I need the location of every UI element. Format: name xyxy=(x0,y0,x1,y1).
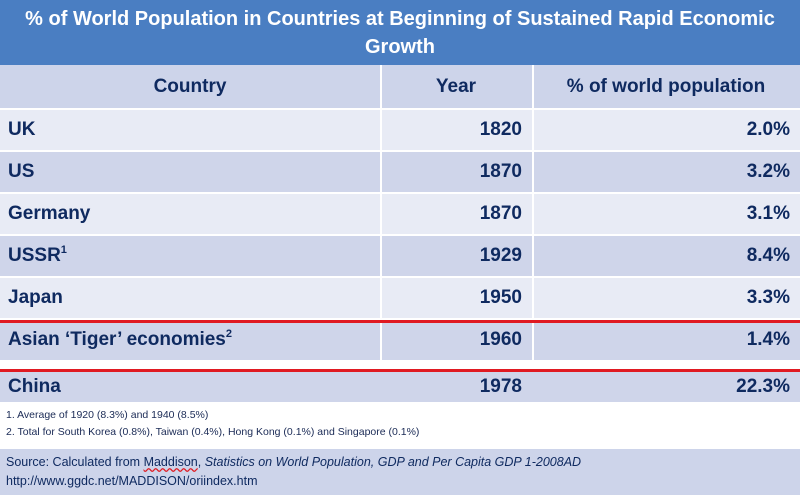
table-title: % of World Population in Countries at Be… xyxy=(0,0,800,65)
column-divider xyxy=(532,65,534,372)
country-name: Germany xyxy=(8,203,91,224)
country-name: Japan xyxy=(8,287,63,308)
cell-year: 1950 xyxy=(479,287,522,308)
cell-pct: 3.1% xyxy=(746,203,790,224)
footnote-marker: 2 xyxy=(225,328,233,340)
source-work: Statistics on World Population, GDP and … xyxy=(204,455,582,469)
country-name: US xyxy=(8,161,35,182)
cell-year: 1929 xyxy=(479,245,522,266)
cell-country: USSR 1 xyxy=(0,236,380,276)
column-divider xyxy=(380,65,382,372)
cell-country: China xyxy=(8,376,61,397)
table-row: UK 1820 2.0% xyxy=(0,110,800,152)
source-line: Source: Calculated from Maddison, Statis… xyxy=(6,453,794,472)
cell-pct: 3.3% xyxy=(746,287,790,308)
table-header-row: Country Year % of world population xyxy=(0,65,800,110)
cell-year: 1960 xyxy=(479,329,522,350)
table-row: USSR 1 1929 8.4% xyxy=(0,236,800,278)
cell-year: 1870 xyxy=(479,161,522,182)
cell-pct: 3.2% xyxy=(746,161,790,182)
source-author: Maddison xyxy=(143,455,198,469)
table-row: Japan 1950 3.3% xyxy=(0,278,800,320)
column-header-pct: % of world population xyxy=(566,75,766,97)
cell-year: 1978 xyxy=(479,376,522,397)
footnote-marker: 1 xyxy=(60,244,67,256)
footnote-1: 1. Average of 1920 (8.3%) and 1940 (8.5%… xyxy=(6,409,209,421)
cell-country: Japan xyxy=(0,278,380,318)
source-separator: , xyxy=(197,455,205,469)
cell-year: 1820 xyxy=(479,119,522,140)
cell-country: Asian ‘Tiger’ economies 2 xyxy=(0,320,380,360)
cell-pct: 2.0% xyxy=(746,119,790,140)
country-name: UK xyxy=(8,119,36,140)
cell-year: 1870 xyxy=(479,203,522,224)
country-name: Asian ‘Tiger’ economies xyxy=(8,329,226,350)
column-header-year: Year xyxy=(435,75,477,97)
cell-pct: 8.4% xyxy=(746,245,790,266)
cell-country: US xyxy=(0,152,380,192)
source-prefix: Source: Calculated from xyxy=(6,455,144,469)
cell-country: Germany xyxy=(0,194,380,234)
highlight-line-top xyxy=(0,320,800,323)
cell-pct: 22.3% xyxy=(736,376,790,397)
table-row: US 1870 3.2% xyxy=(0,152,800,194)
column-header-country: Country xyxy=(153,75,227,97)
footnote-2: 2. Total for South Korea (0.8%), Taiwan … xyxy=(6,426,420,438)
country-name: USSR xyxy=(8,245,61,266)
cell-pct: 1.4% xyxy=(746,329,790,350)
cell-country: UK xyxy=(0,110,380,150)
source-box: Source: Calculated from Maddison, Statis… xyxy=(0,449,800,495)
table-row: Asian ‘Tiger’ economies 2 1960 1.4% xyxy=(0,320,800,362)
table-row-china: China 1978 22.3% xyxy=(0,372,800,402)
highlight-line-bottom xyxy=(0,369,800,372)
footnotes: 1. Average of 1920 (8.3%) and 1940 (8.5%… xyxy=(0,402,800,449)
table-row: Germany 1870 3.1% xyxy=(0,194,800,236)
source-url-link[interactable]: http://www.ggdc.net/MADDISON/oriindex.ht… xyxy=(6,474,258,488)
